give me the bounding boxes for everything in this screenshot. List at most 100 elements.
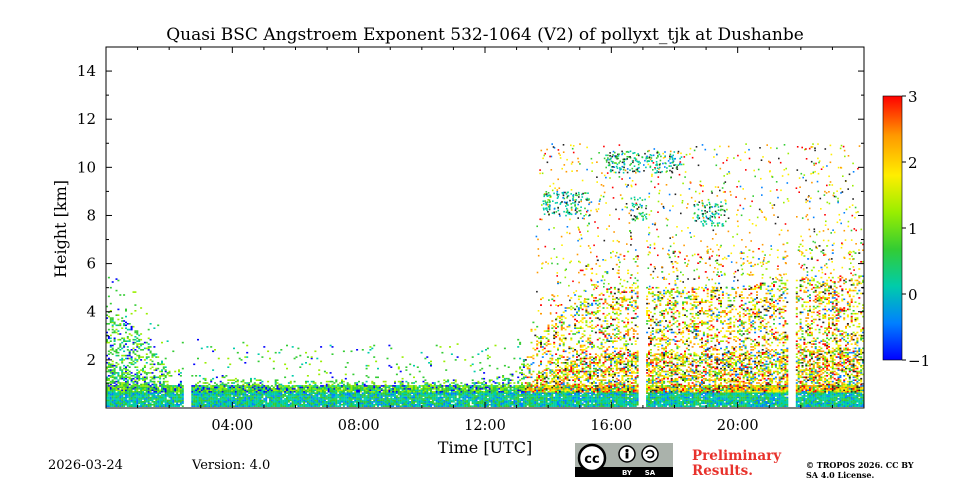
heatmap-cell bbox=[274, 402, 277, 405]
heatmap-cell bbox=[505, 395, 508, 397]
heatmap-cell bbox=[431, 392, 434, 394]
heatmap-cell bbox=[119, 392, 122, 394]
heatmap-cell bbox=[323, 392, 326, 394]
heatmap-cell bbox=[145, 377, 148, 380]
heatmap-cell bbox=[576, 331, 578, 334]
heatmap-cell bbox=[466, 383, 469, 386]
heatmap-cell bbox=[378, 402, 381, 405]
heatmap-cell bbox=[555, 366, 558, 368]
heatmap-cell bbox=[456, 405, 459, 407]
heatmap-cell bbox=[568, 370, 571, 373]
heatmap-cell bbox=[483, 390, 486, 393]
heatmap-cell bbox=[574, 327, 577, 329]
heatmap-cell bbox=[164, 386, 167, 389]
heatmap-cell bbox=[568, 388, 571, 390]
heatmap-cell bbox=[538, 386, 541, 389]
heatmap-cell bbox=[439, 383, 442, 386]
heatmap-cell bbox=[413, 386, 415, 389]
heatmap-cell bbox=[384, 392, 387, 394]
heatmap-cell bbox=[356, 390, 359, 393]
heatmap-cell bbox=[255, 399, 258, 402]
heatmap-cell bbox=[430, 386, 432, 389]
heatmap-cell bbox=[261, 383, 264, 386]
heatmap-cell bbox=[179, 385, 182, 387]
heatmap-cell bbox=[352, 396, 355, 399]
heatmap-cell bbox=[583, 399, 586, 402]
heatmap-cell bbox=[117, 392, 120, 394]
heatmap-cell bbox=[431, 398, 434, 400]
heatmap-cell bbox=[195, 395, 198, 397]
heatmap-cell bbox=[157, 367, 160, 370]
heatmap-cell bbox=[500, 388, 503, 390]
heatmap-cell bbox=[253, 396, 256, 399]
heatmap-cell bbox=[350, 393, 353, 396]
heatmap-cell bbox=[128, 383, 131, 386]
heatmap-cell bbox=[530, 403, 533, 406]
heatmap-cell bbox=[551, 386, 554, 389]
heatmap-cell bbox=[460, 382, 463, 384]
heatmap-cell bbox=[367, 393, 370, 396]
heatmap-cell bbox=[136, 330, 139, 332]
heatmap-cell bbox=[132, 382, 135, 384]
heatmap-cell bbox=[312, 399, 315, 402]
heatmap-cell bbox=[342, 398, 345, 400]
heatmap-cell bbox=[195, 403, 198, 406]
heatmap-cell bbox=[545, 367, 548, 370]
heatmap-cell bbox=[339, 392, 342, 394]
heatmap-cell bbox=[327, 395, 330, 397]
heatmap-cell bbox=[251, 396, 254, 399]
heatmap-cell bbox=[494, 395, 497, 397]
heatmap-cell bbox=[261, 392, 264, 394]
heatmap-cell bbox=[312, 385, 315, 387]
heatmap-cell bbox=[162, 393, 165, 396]
heatmap-cell bbox=[210, 399, 213, 402]
heatmap-cell bbox=[452, 398, 455, 400]
heatmap-cell bbox=[106, 395, 108, 397]
heatmap-cell bbox=[278, 392, 281, 394]
heatmap-cell bbox=[348, 392, 351, 394]
heatmap-cell bbox=[161, 363, 163, 366]
heatmap-cell bbox=[143, 366, 146, 368]
heatmap-cell bbox=[219, 388, 222, 390]
heatmap-cell bbox=[295, 396, 298, 399]
heatmap-cell bbox=[231, 386, 234, 389]
heatmap-cell bbox=[433, 398, 436, 400]
heatmap-cell bbox=[149, 372, 152, 374]
heatmap-cell bbox=[439, 393, 442, 396]
heatmap-cell bbox=[215, 401, 218, 403]
heatmap-cell bbox=[278, 351, 281, 354]
heatmap-cell bbox=[147, 389, 150, 392]
heatmap-cell bbox=[259, 402, 262, 405]
heatmap-cell bbox=[494, 389, 497, 392]
heatmap-cell bbox=[490, 402, 493, 405]
heatmap-cell bbox=[130, 375, 133, 377]
heatmap-cell bbox=[526, 392, 529, 394]
heatmap-cell bbox=[354, 393, 357, 396]
heatmap-cell bbox=[488, 356, 491, 358]
heatmap-cell bbox=[342, 393, 345, 396]
heatmap-cell bbox=[259, 382, 262, 384]
heatmap-cell bbox=[479, 402, 482, 405]
heatmap-cell bbox=[568, 357, 571, 360]
heatmap-cell bbox=[564, 317, 567, 319]
heatmap-cell bbox=[172, 398, 175, 400]
heatmap-cell bbox=[397, 396, 400, 399]
heatmap-cell bbox=[541, 405, 544, 407]
heatmap-cell bbox=[354, 405, 357, 407]
heatmap-cell bbox=[583, 367, 586, 370]
heatmap-cell bbox=[143, 347, 146, 350]
heatmap-cell bbox=[145, 347, 148, 350]
heatmap-cell bbox=[566, 398, 569, 400]
heatmap-cell bbox=[204, 398, 207, 400]
heatmap-cell bbox=[462, 393, 465, 396]
heatmap-cell bbox=[219, 401, 222, 403]
heatmap-cell bbox=[244, 399, 247, 402]
heatmap-cell bbox=[545, 373, 548, 376]
heatmap-cell bbox=[428, 403, 431, 406]
heatmap-cell bbox=[151, 393, 154, 396]
heatmap-cell bbox=[549, 388, 552, 390]
heatmap-cell bbox=[136, 398, 139, 400]
heatmap-cell bbox=[534, 383, 537, 386]
heatmap-cell bbox=[473, 385, 476, 387]
heatmap-cell bbox=[164, 398, 167, 400]
